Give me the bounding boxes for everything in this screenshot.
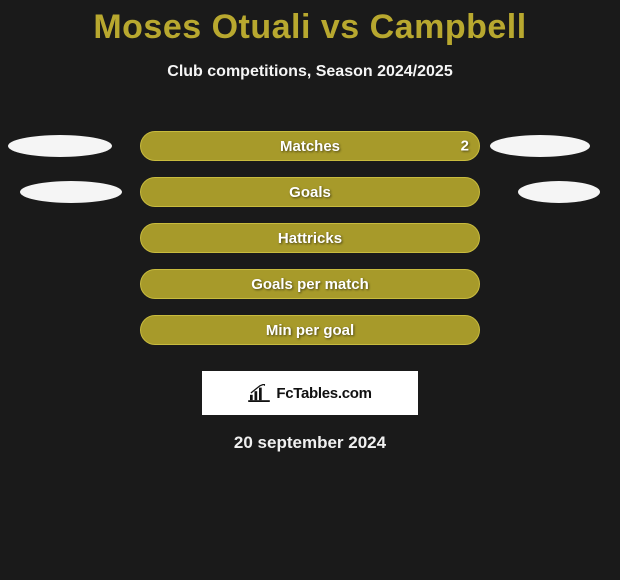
logo-box: FcTables.com [202, 371, 418, 415]
stat-row-matches: Matches 2 [0, 123, 620, 169]
ellipse-right [490, 135, 590, 157]
stat-bar: Matches 2 [140, 131, 480, 161]
stat-row-min-per-goal: Min per goal [0, 307, 620, 353]
chart-icon [248, 384, 270, 402]
stat-row-goals-per-match: Goals per match [0, 261, 620, 307]
stat-bar: Goals [140, 177, 480, 207]
subtitle: Club competitions, Season 2024/2025 [0, 63, 620, 81]
ellipse-left [20, 181, 122, 203]
stat-label: Goals [289, 184, 331, 201]
stat-label: Matches [280, 138, 340, 155]
stat-row-hattricks: Hattricks [0, 215, 620, 261]
stat-bar: Min per goal [140, 315, 480, 345]
stat-label: Hattricks [278, 230, 342, 247]
stats-rows: Matches 2 Goals Hattricks Goals per matc… [0, 123, 620, 353]
stat-label: Goals per match [251, 276, 369, 293]
ellipse-right [518, 181, 600, 203]
stat-row-goals: Goals [0, 169, 620, 215]
stat-bar: Goals per match [140, 269, 480, 299]
stat-value: 2 [461, 138, 469, 155]
date-text: 20 september 2024 [0, 433, 620, 453]
logo-text: FcTables.com [276, 385, 371, 402]
stat-label: Min per goal [266, 322, 354, 339]
page-title: Moses Otuali vs Campbell [0, 0, 620, 47]
ellipse-left [8, 135, 112, 157]
stat-bar: Hattricks [140, 223, 480, 253]
